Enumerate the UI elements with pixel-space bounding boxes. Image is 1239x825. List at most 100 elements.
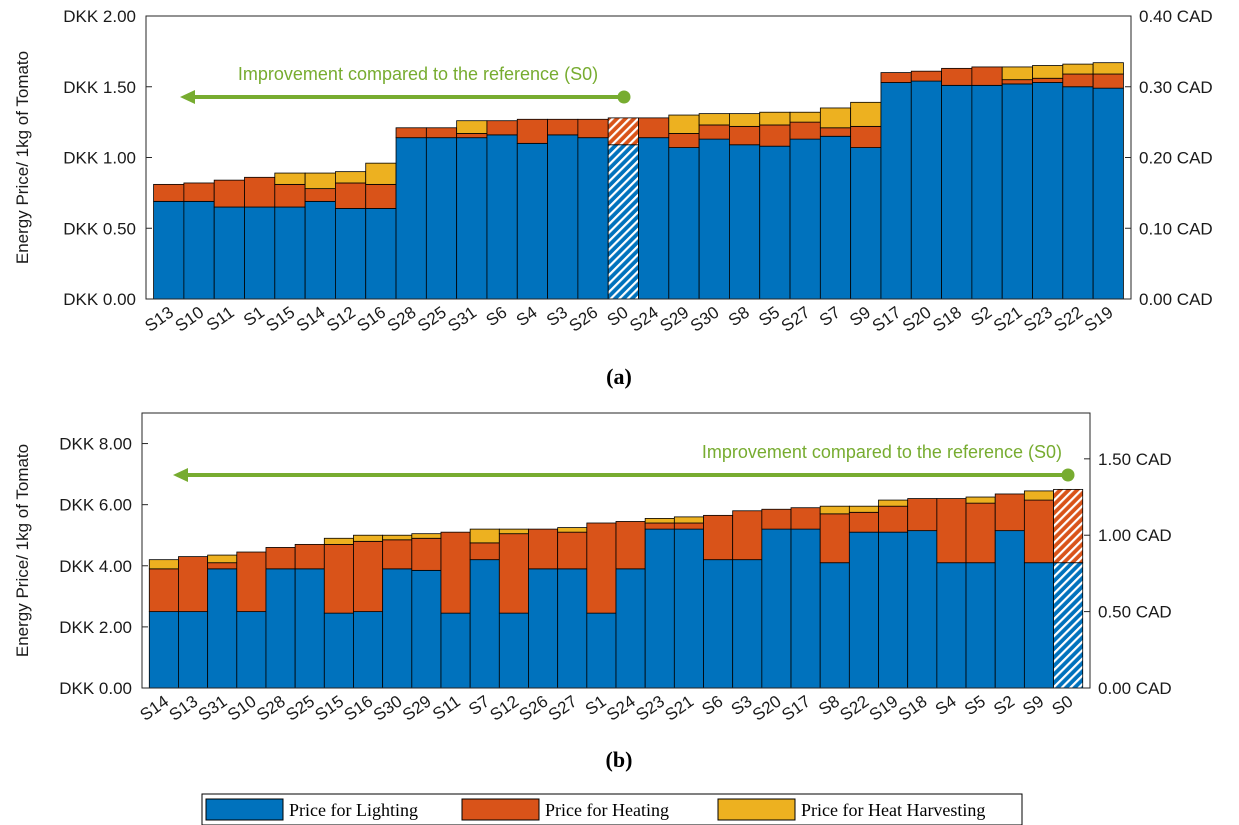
bar-lighting-S11 xyxy=(440,612,471,689)
axis-frame-b xyxy=(141,412,1091,689)
x-tick-label-S4: S4 xyxy=(932,692,960,719)
x-tick-label-S2: S2 xyxy=(990,692,1018,719)
bar-harvest-S27 xyxy=(557,527,588,533)
bar-lighting-S7 xyxy=(469,559,500,689)
bar-heating-S25 xyxy=(294,543,325,570)
bar-heating-S2 xyxy=(971,66,1003,86)
bar-harvest-S19 xyxy=(878,499,909,507)
bar-harvest-S5 xyxy=(759,111,791,126)
bar-heating-S20 xyxy=(910,70,942,82)
x-tick-label-S21: S21 xyxy=(662,692,698,725)
bar-heating-S10 xyxy=(183,182,215,202)
improvement-annotation-b: Improvement compared to the reference (S… xyxy=(173,442,1075,482)
bar-lighting-S19 xyxy=(878,531,909,689)
bar-heating-S11 xyxy=(213,179,245,208)
bar-lighting-S16 xyxy=(353,611,384,689)
bar-harvest-S5 xyxy=(965,496,996,504)
x-tick-label-S17: S17 xyxy=(778,692,814,725)
y-tick-label-b-2: DKK 4.00 xyxy=(59,557,132,576)
bar-harvest-S15 xyxy=(274,172,306,185)
x-tick-label-S9: S9 xyxy=(846,303,874,330)
y-axis-label-b: Energy Price/ 1kg of Tomato xyxy=(13,444,32,657)
bar-heating-S3 xyxy=(547,118,579,136)
x-tick-label-S4: S4 xyxy=(513,303,541,330)
bar-lighting-S25 xyxy=(294,568,325,689)
bar-harvest-S21 xyxy=(673,516,704,524)
bar-lighting-S24 xyxy=(615,568,646,689)
bar-heating-S1 xyxy=(244,176,276,208)
y-axis-right-b: 0.00 CAD 0.50 CAD 1.00 CAD 1.50 CAD xyxy=(1084,450,1172,698)
x-tick-label-S26: S26 xyxy=(566,303,602,336)
bar-heating-S3 xyxy=(732,510,763,561)
legend-label-lighting: Price for Lighting xyxy=(289,800,418,820)
bar-lighting-S21 xyxy=(673,528,704,689)
improvement-arrow-head-b xyxy=(173,468,188,482)
bar-heating-S5 xyxy=(965,502,996,564)
bar-heating-S26 xyxy=(577,118,609,139)
panel-a-caption: (a) xyxy=(606,364,632,389)
legend-label-heat-harvesting: Price for Heat Harvesting xyxy=(801,800,985,820)
bar-lighting-S23 xyxy=(644,528,675,689)
bar-heating-S27 xyxy=(557,531,588,570)
bar-heating-S30 xyxy=(382,539,413,570)
bar-lighting-S5 xyxy=(759,145,791,300)
bar-lighting-S1 xyxy=(244,206,276,300)
y2-tick-label-a-1: 0.10 CAD xyxy=(1139,219,1213,238)
bar-lighting-S10 xyxy=(236,611,267,689)
bar-heating-S13 xyxy=(178,556,209,613)
bar-heating-S27 xyxy=(789,121,821,140)
bar-harvest-S30 xyxy=(382,534,413,541)
bar-heating-S1 xyxy=(586,522,617,614)
bar-lighting-S30 xyxy=(382,568,413,689)
bar-lighting-S12 xyxy=(335,208,367,300)
bar-harvest-S31 xyxy=(207,554,238,564)
bar-heating-S23 xyxy=(644,522,675,530)
y2-tick-label-a-3: 0.30 CAD xyxy=(1139,78,1213,97)
bar-harvest-S8 xyxy=(819,505,850,515)
bar-lighting-S10 xyxy=(183,200,215,300)
bar-harvest-S30 xyxy=(698,113,730,126)
legend-label-heating: Price for Heating xyxy=(545,800,669,820)
bar-lighting-S17 xyxy=(880,82,912,300)
bar-heating-S15 xyxy=(323,543,354,614)
bar-heating-S20 xyxy=(761,508,792,530)
bar-lighting-S31 xyxy=(456,137,488,300)
bar-lighting-S6 xyxy=(486,134,518,300)
y2-tick-label-b-1: 0.50 CAD xyxy=(1098,603,1172,622)
y2-tick-label-b-0: 0.00 CAD xyxy=(1098,679,1172,698)
bar-lighting-S21 xyxy=(1001,83,1033,300)
y-tick-label-a-1: DKK 0.50 xyxy=(63,219,136,238)
improvement-annotation-a: Improvement compared to the reference (S… xyxy=(180,64,631,104)
bars-b xyxy=(148,488,1084,689)
bar-lighting-S22 xyxy=(848,531,879,689)
bar-harvest-S12 xyxy=(498,528,529,535)
bar-lighting-S15 xyxy=(323,612,354,689)
bar-lighting-S15 xyxy=(274,206,306,300)
bar-lighting-S0 xyxy=(1053,562,1084,689)
bar-harvest-S31 xyxy=(456,120,488,134)
bar-harvest-S16 xyxy=(353,534,384,542)
bar-lighting-S13 xyxy=(178,611,209,689)
bar-heating-S30 xyxy=(698,124,730,140)
bar-heating-S29 xyxy=(411,537,442,571)
bar-harvest-S29 xyxy=(668,114,700,134)
bar-heating-S22 xyxy=(848,511,879,533)
y2-tick-label-a-2: 0.20 CAD xyxy=(1139,149,1213,168)
bar-heating-S13 xyxy=(153,183,185,202)
bar-harvest-S22 xyxy=(848,505,879,513)
bar-heating-S24 xyxy=(615,521,646,570)
bar-harvest-S22 xyxy=(1062,63,1094,75)
bar-heating-S19 xyxy=(878,505,909,533)
bar-heating-S17 xyxy=(790,507,821,530)
bar-heating-S0 xyxy=(1053,488,1084,564)
bar-lighting-S2 xyxy=(994,530,1025,689)
bar-lighting-S3 xyxy=(547,134,579,300)
bar-heating-S24 xyxy=(638,117,670,139)
bar-lighting-S0 xyxy=(607,144,639,300)
bar-harvest-S14 xyxy=(148,559,179,570)
x-tick-label-S8: S8 xyxy=(815,692,843,719)
bar-harvest-S15 xyxy=(323,537,354,545)
bar-lighting-S24 xyxy=(638,137,670,300)
y-tick-label-b-4: DKK 8.00 xyxy=(59,435,132,454)
